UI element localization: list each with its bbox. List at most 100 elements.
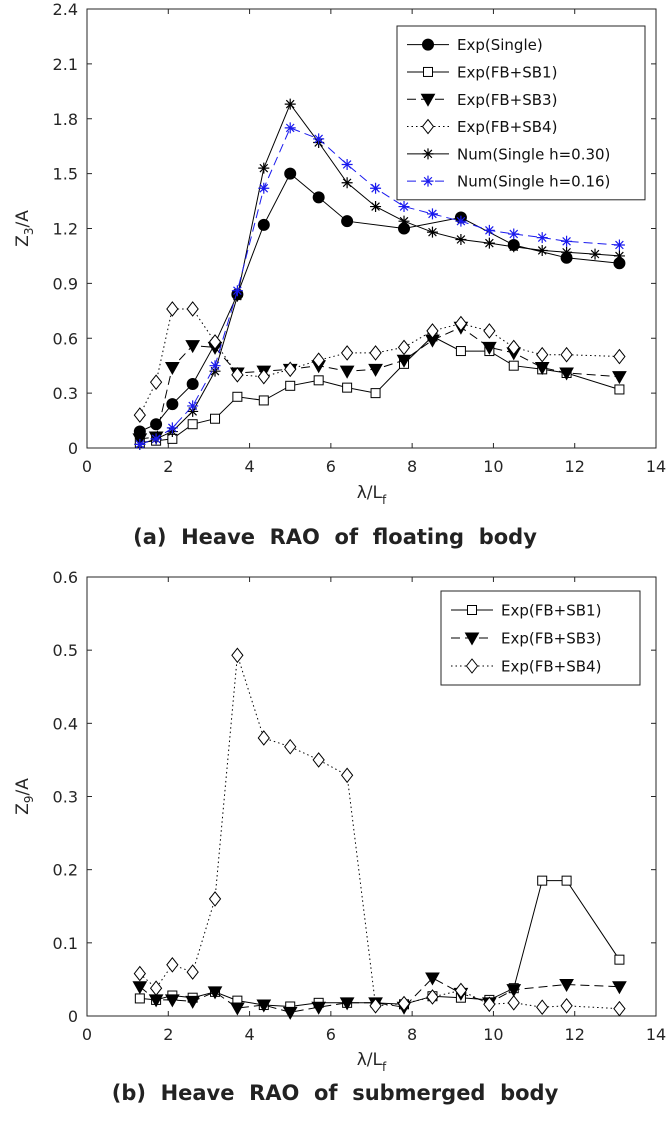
data-point-marker — [185, 340, 201, 354]
data-point-marker — [454, 315, 468, 332]
x-tick-label: 2 — [163, 457, 173, 476]
data-point-marker — [187, 419, 198, 430]
x-tick-label: 4 — [244, 457, 254, 476]
series-line — [139, 655, 620, 1010]
legend-marker — [464, 632, 480, 646]
x-tick-label: 14 — [646, 1025, 666, 1044]
legend-marker — [465, 658, 479, 674]
data-point-marker — [284, 122, 296, 134]
data-point-marker — [341, 215, 354, 228]
legend-marker — [421, 118, 435, 135]
data-point-marker — [426, 989, 439, 1005]
y-tick-label: 1.8 — [53, 110, 78, 129]
data-point-marker — [208, 334, 222, 350]
chart-legend: Exp(FB+SB1) Exp(FB+SB3) Exp(FB+SB4) — [440, 590, 641, 686]
data-point-marker — [506, 984, 522, 998]
data-point-marker — [231, 367, 244, 383]
legend-entry-label: Exp(FB+SB3) — [501, 630, 601, 648]
data-point-marker — [537, 875, 548, 886]
chart-legend: Exp(Single) Exp(FB+SB1) Exp(FB+SB3) Exp(FB+… — [396, 25, 646, 201]
data-point-marker — [614, 384, 625, 395]
data-point-marker — [232, 391, 243, 402]
data-point-marker — [210, 413, 221, 424]
data-point-marker — [370, 182, 382, 194]
data-point-marker — [536, 244, 548, 256]
data-point-marker — [614, 954, 625, 965]
y-axis-label: Z3/A — [13, 210, 36, 247]
data-point-marker — [166, 422, 178, 434]
chart-floating-body-heave-rao: 0 2 4 6 8 10 12 14 0 0.3 0.6 0.9 1.2 1.5 1.8 2.1 2.4 λ/Lf… — [13, 0, 666, 507]
x-tick-label: 6 — [326, 457, 336, 476]
chart-submerged-body-heave-rao: 0 2 4 6 8 10 12 14 0 0.1 0.2 0.3 0.4 0.5 0.6 λ/Lf Z9/A Ex… — [13, 568, 666, 1074]
legend-marker — [420, 93, 436, 107]
data-point-marker — [282, 1006, 298, 1020]
series-Num(Single h=0.16) — [134, 122, 625, 450]
data-point-marker — [398, 215, 410, 227]
data-point-marker — [133, 965, 146, 982]
data-point-marker — [339, 365, 355, 379]
series-Exp(FB+SB3) — [132, 972, 627, 1020]
chart-caption: (a) Heave RAO of floating body — [133, 525, 537, 549]
x-axis-label: λ/Lf — [357, 483, 387, 507]
data-point-marker — [312, 752, 325, 768]
y-tick-label: 0 — [68, 439, 78, 458]
legend-entry-label: Num(Single h=0.30) — [457, 145, 610, 163]
x-tick-label: 2 — [163, 1025, 173, 1044]
data-point-marker — [340, 767, 354, 784]
data-point-marker — [613, 250, 625, 262]
data-point-marker — [398, 201, 410, 213]
x-tick-label: 12 — [565, 1025, 585, 1044]
data-point-marker — [257, 368, 270, 385]
data-point-marker — [284, 361, 297, 378]
series-Exp(FB+SB4) — [133, 647, 626, 1017]
data-point-marker — [507, 995, 520, 1011]
legend-entry-label: Exp(FB+SB4) — [457, 118, 557, 136]
data-point-marker — [483, 237, 495, 249]
data-point-marker — [508, 241, 520, 253]
data-point-marker — [370, 201, 382, 213]
y-tick-label: 2.4 — [53, 0, 78, 19]
data-point-marker — [166, 956, 179, 973]
data-point-marker — [369, 997, 382, 1014]
data-point-marker — [186, 964, 199, 980]
data-point-marker — [482, 341, 497, 355]
y-tick-label: 0.5 — [53, 641, 78, 660]
data-point-marker — [209, 360, 221, 372]
data-point-marker — [426, 226, 438, 238]
legend-entry-label: Exp(Single) — [457, 36, 543, 54]
data-point-marker — [613, 239, 625, 251]
data-point-marker — [164, 994, 180, 1008]
data-point-marker — [341, 177, 353, 189]
data-point-marker — [342, 382, 353, 393]
data-point-marker — [455, 346, 466, 357]
y-tick-label: 0.6 — [53, 568, 78, 587]
data-point-marker — [613, 1000, 626, 1017]
x-tick-label: 10 — [483, 1025, 503, 1044]
legend-frame — [396, 25, 646, 201]
data-point-marker — [397, 995, 411, 1012]
data-point-marker — [313, 133, 325, 145]
data-point-marker — [166, 398, 179, 411]
data-point-marker — [284, 167, 297, 180]
data-point-marker — [561, 246, 573, 258]
data-point-marker — [257, 218, 270, 231]
data-point-marker — [425, 972, 440, 986]
x-tick-label: 8 — [407, 1025, 417, 1044]
series-Exp(FB+SB1) — [134, 331, 625, 448]
data-point-marker — [561, 235, 573, 247]
data-point-marker — [231, 285, 243, 297]
data-point-marker — [339, 997, 355, 1011]
data-point-marker — [186, 301, 199, 317]
chart-panel-submerged-body: 0 2 4 6 8 10 12 14 0 0.1 0.2 0.3 0.4 0.5 0.6 λ/Lf Z9/A Ex… — [0, 560, 670, 1123]
data-point-marker — [257, 730, 270, 746]
y-tick-label: 1.2 — [53, 220, 78, 239]
data-point-marker — [133, 407, 146, 423]
series-Exp(FB+SB3) — [132, 321, 627, 447]
data-point-marker — [132, 981, 148, 995]
data-point-marker — [231, 647, 244, 664]
data-point-marker — [258, 182, 270, 194]
data-point-marker — [454, 982, 468, 999]
data-point-marker — [559, 979, 574, 993]
data-point-marker — [166, 301, 179, 317]
data-point-marker — [612, 981, 627, 995]
